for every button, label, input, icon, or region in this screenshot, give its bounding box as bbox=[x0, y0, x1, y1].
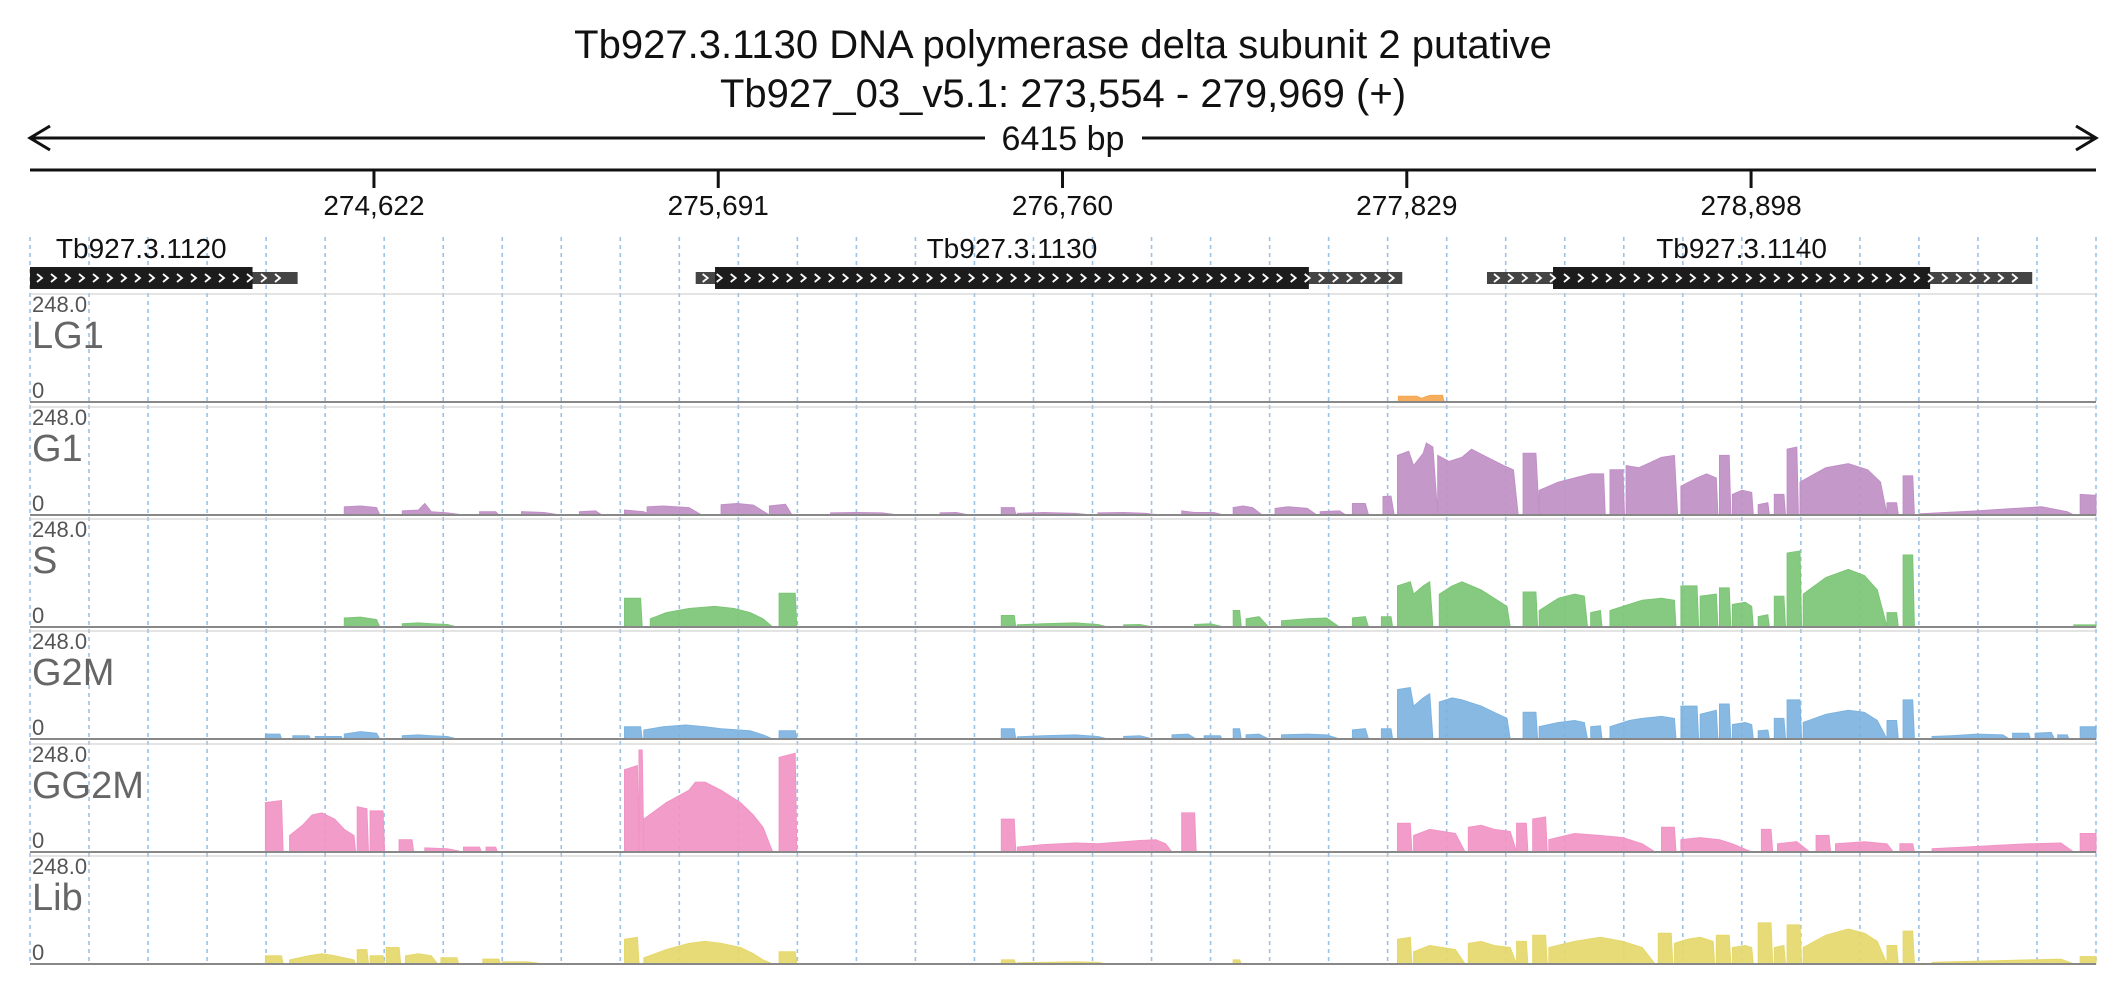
coverage-track: 248.0 0 G1 bbox=[30, 405, 2097, 516]
coverage-area bbox=[264, 922, 2097, 965]
gene-model: Tb927.3.1120 bbox=[30, 233, 298, 289]
gene-model: Tb927.3.1130 bbox=[695, 233, 1403, 289]
gridlines bbox=[29, 237, 2097, 963]
track-ymax-label: 248.0 bbox=[32, 405, 87, 430]
coverage-track: 248.0 0 S bbox=[30, 517, 2097, 628]
strand-chevron-icon bbox=[1493, 273, 2019, 283]
coverage-tracks: 248.00LG1248.00G1248.00S248.00G2M248.00G… bbox=[30, 292, 2097, 965]
track-name: Lib bbox=[32, 877, 83, 919]
track-ymax-label: 248.0 bbox=[32, 629, 87, 654]
gene-title: Tb927.3.1130 DNA polymerase delta subuni… bbox=[574, 23, 1552, 67]
span-arrow: 6415 bp bbox=[27, 120, 2099, 158]
gene-cds bbox=[715, 267, 1309, 289]
coverage-track: 248.0 0 Lib bbox=[30, 854, 2097, 965]
track-ymax-label: 248.0 bbox=[32, 517, 87, 542]
track-ymin-label: 0 bbox=[32, 491, 44, 516]
strand-chevron-icon bbox=[36, 273, 282, 283]
track-ymin-label: 0 bbox=[32, 715, 44, 740]
coverage-track: 248.0 0 G2M bbox=[30, 629, 2097, 740]
strand-chevron-icon bbox=[702, 273, 1396, 283]
coverage-track: 248.0 0 GG2M bbox=[30, 742, 2097, 853]
ruler-tick-label: 275,691 bbox=[668, 190, 769, 221]
track-name: G1 bbox=[32, 428, 83, 470]
track-ymax-label: 248.0 bbox=[32, 854, 87, 879]
arrowhead-right-icon bbox=[2075, 124, 2099, 152]
ruler-tick-label: 274,622 bbox=[323, 190, 424, 221]
track-name: G2M bbox=[32, 652, 114, 694]
arrowhead-left-icon bbox=[27, 124, 51, 152]
coverage-area bbox=[264, 687, 2097, 740]
track-ymin-label: 0 bbox=[32, 378, 44, 403]
track-ymax-label: 248.0 bbox=[32, 742, 87, 767]
gene-label: Tb927.3.1130 bbox=[927, 233, 1098, 264]
ruler-tick-label: 277,829 bbox=[1356, 190, 1457, 221]
locus-range: Tb927_03_v5.1: 273,554 - 279,969 (+) bbox=[720, 72, 1406, 116]
track-name: LG1 bbox=[32, 315, 104, 357]
gene-cds bbox=[1553, 267, 1931, 289]
coverage-area bbox=[1397, 394, 1445, 403]
track-name: S bbox=[32, 540, 57, 582]
gene-label: Tb927.3.1120 bbox=[56, 233, 227, 264]
ruler-tick-label: 276,760 bbox=[1012, 190, 1113, 221]
track-name: GG2M bbox=[32, 765, 144, 807]
coverage-area bbox=[343, 442, 2097, 516]
span-length-label: 6415 bp bbox=[1002, 120, 1125, 158]
coverage-track: 248.0 0 LG1 bbox=[30, 292, 2096, 403]
track-ymin-label: 0 bbox=[32, 828, 44, 853]
gene-model: Tb927.3.1140 bbox=[1486, 233, 2033, 289]
gene-models: Tb927.3.1120 Tb927.3.1130 Tb927.3.1140 bbox=[30, 233, 2033, 289]
track-ymax-label: 248.0 bbox=[32, 292, 87, 317]
coverage-area bbox=[343, 550, 2097, 628]
ruler-ticks: 274,622 275,691 276,760 277,829 278,898 bbox=[323, 170, 1802, 221]
gene-label: Tb927.3.1140 bbox=[1656, 233, 1827, 264]
ruler-tick-label: 278,898 bbox=[1700, 190, 1801, 221]
coverage-area bbox=[264, 749, 2097, 853]
track-ymin-label: 0 bbox=[32, 940, 44, 965]
track-ymin-label: 0 bbox=[32, 603, 44, 628]
